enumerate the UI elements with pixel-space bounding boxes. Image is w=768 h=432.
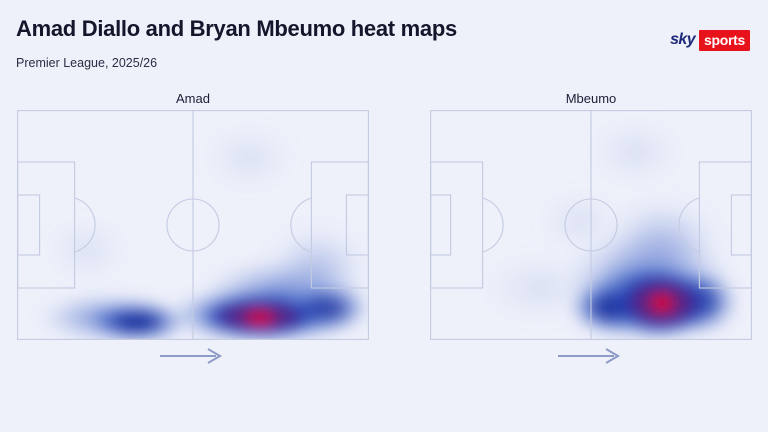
penalty-arc-right bbox=[678, 197, 700, 253]
centre-circle bbox=[564, 198, 618, 252]
sky-wordmark: sky bbox=[670, 31, 696, 48]
goal-area-right bbox=[345, 194, 369, 256]
sky-sports-logo: sky sports bbox=[670, 29, 750, 51]
panel-title-mbeumo: Mbeumo bbox=[565, 91, 617, 106]
penalty-area-left bbox=[430, 161, 484, 289]
page-title: Amad Diallo and Bryan Mbeumo heat maps bbox=[16, 16, 457, 41]
direction-arrow-amad bbox=[17, 340, 369, 374]
heatmap-layer-amad bbox=[37, 126, 369, 340]
penalty-area-right bbox=[698, 161, 752, 289]
penalty-area-left bbox=[17, 161, 76, 289]
penalty-arc-left bbox=[482, 197, 504, 253]
penalty-area-right bbox=[310, 161, 369, 289]
sports-wordmark: sports bbox=[699, 29, 750, 51]
pitch-markings-mbeumo bbox=[430, 110, 752, 340]
penalty-arc-right bbox=[290, 197, 312, 253]
arrow-right-icon bbox=[160, 348, 222, 364]
goal-area-left bbox=[17, 194, 41, 256]
direction-arrow-mbeumo bbox=[430, 340, 752, 374]
arrow-right-icon bbox=[558, 348, 620, 364]
goal-area-left bbox=[430, 194, 452, 256]
pitch-mbeumo bbox=[430, 110, 752, 340]
heatmap-panel-amad: Amad bbox=[17, 88, 369, 374]
panel-title-amad: Amad bbox=[176, 91, 210, 106]
goal-area-right bbox=[730, 194, 752, 256]
centre-circle bbox=[166, 198, 220, 252]
page-header: Amad Diallo and Bryan Mbeumo heat maps P… bbox=[0, 0, 768, 86]
pitch-amad bbox=[17, 110, 369, 340]
heatmap-layer-mbeumo bbox=[478, 120, 740, 340]
heatmap-panel-mbeumo: Mbeumo bbox=[430, 88, 752, 374]
penalty-arc-left bbox=[74, 197, 96, 253]
pitch-markings-amad bbox=[17, 110, 369, 340]
page-subtitle: Premier League, 2025/26 bbox=[16, 56, 158, 70]
